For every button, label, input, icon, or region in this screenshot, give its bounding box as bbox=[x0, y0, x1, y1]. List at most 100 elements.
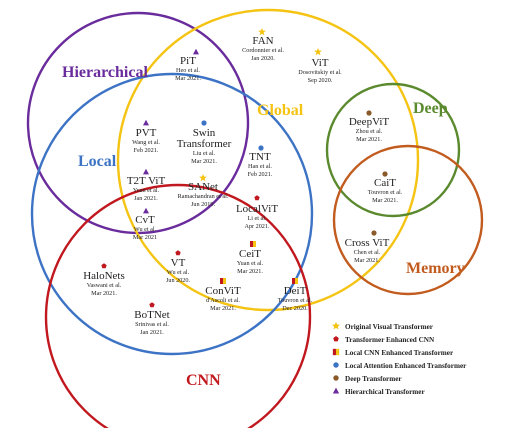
model-citation: Mar 2021. bbox=[175, 75, 201, 82]
model-name: HaloNets bbox=[83, 270, 125, 282]
model-name: BoTNet bbox=[134, 309, 169, 321]
model-citation: Feb 2021. bbox=[248, 171, 273, 178]
model-citation: Dosovitskiy et al. bbox=[298, 69, 342, 76]
star-marker bbox=[258, 28, 266, 36]
model-citation: Jun 2020. bbox=[166, 277, 191, 284]
model-citation: Yuan et al. bbox=[133, 187, 160, 194]
legend-label: Local CNN Enhanced Transformer bbox=[345, 349, 454, 357]
model-name: DeiT bbox=[284, 285, 307, 297]
star-marker bbox=[332, 321, 340, 330]
model-citation: Jan 2021. bbox=[140, 329, 164, 336]
brown-dot-marker bbox=[333, 375, 339, 381]
pentagon-marker bbox=[175, 250, 181, 256]
model-name: Transformer bbox=[177, 138, 232, 150]
model-citation: Srinivas et al. bbox=[135, 321, 169, 328]
dot-marker bbox=[201, 120, 207, 126]
model-citation: Jan 2021. bbox=[134, 195, 158, 202]
legend-label: Hierarchical Transformer bbox=[345, 388, 425, 396]
model-citation: Jun 2019. bbox=[191, 201, 216, 208]
brown-dot-marker bbox=[382, 171, 388, 177]
legend: Original Visual Transformer Transformer E… bbox=[332, 321, 467, 396]
model-citation: Zhou et al. bbox=[356, 128, 383, 135]
model-citation: Touvron et al. bbox=[278, 297, 313, 304]
model-name: PVT bbox=[136, 127, 157, 139]
square-marker bbox=[250, 241, 256, 247]
model-name: LocalViT bbox=[236, 203, 278, 215]
triangle-marker bbox=[332, 387, 340, 394]
deep-circle bbox=[325, 82, 461, 218]
brown-dot-marker bbox=[366, 110, 372, 116]
legend-item: Transformer Enhanced CNN bbox=[333, 336, 435, 344]
triangle-marker bbox=[143, 119, 149, 126]
model-name: ConViT bbox=[205, 285, 241, 297]
triangle-marker bbox=[143, 168, 149, 175]
local-circle bbox=[30, 72, 314, 356]
model-citation: Li et al. bbox=[247, 215, 267, 222]
model-name: TNT bbox=[249, 151, 271, 163]
model-citation: Dec 2020. bbox=[282, 305, 308, 312]
model-name: SANet bbox=[188, 181, 218, 193]
model-name: DeepViT bbox=[349, 116, 390, 128]
model-citation: Wang et al. bbox=[132, 139, 160, 146]
cnn-circle bbox=[44, 183, 312, 428]
memory-label: Memory bbox=[406, 260, 465, 277]
model-name: VT bbox=[171, 257, 186, 269]
model-citation: Heo et al. bbox=[176, 67, 200, 74]
model-name: Cross ViT bbox=[345, 237, 390, 249]
model-citation: Vaswani et al. bbox=[87, 282, 122, 289]
legend-label: Deep Transformer bbox=[345, 375, 402, 383]
model-citation: Liu et al. bbox=[193, 150, 216, 157]
pentagon-marker bbox=[333, 336, 339, 342]
square-marker bbox=[292, 278, 298, 284]
square-marker bbox=[220, 278, 226, 284]
model-citation: d'Ascoli et al. bbox=[206, 297, 240, 304]
model-name: FAN bbox=[252, 35, 273, 47]
model-citation: Sep 2020. bbox=[308, 77, 333, 84]
dot-marker bbox=[333, 362, 339, 368]
model-citation: Mar 2021. bbox=[372, 197, 398, 204]
dot-marker bbox=[258, 145, 264, 151]
model-name: Swin bbox=[193, 127, 216, 139]
model-citation: Touvron et al. bbox=[368, 189, 403, 196]
triangle-marker bbox=[193, 48, 199, 55]
brown-dot-marker bbox=[371, 230, 377, 236]
legend-label: Transformer Enhanced CNN bbox=[345, 336, 435, 344]
legend-label: Local Attention Enhanced Transformer bbox=[345, 362, 467, 370]
pentagon-marker bbox=[254, 195, 260, 201]
model-citation: Feb 2021. bbox=[134, 147, 159, 154]
star-marker bbox=[199, 174, 207, 182]
legend-item: Hierarchical Transformer bbox=[332, 387, 425, 396]
pentagon-marker bbox=[149, 302, 155, 308]
model-citation: Mar 2021. bbox=[237, 268, 263, 275]
cnn-label: CNN bbox=[186, 372, 221, 389]
legend-item: Local CNN Enhanced Transformer bbox=[332, 348, 454, 357]
pentagon-marker bbox=[101, 263, 107, 269]
legend-label: Original Visual Transformer bbox=[345, 323, 434, 331]
model-name: CvT bbox=[135, 214, 155, 226]
legend-item: Local Attention Enhanced Transformer bbox=[333, 362, 467, 370]
model-citation: Mar 2021. bbox=[191, 158, 217, 165]
model-name: CaiT bbox=[374, 177, 396, 189]
hierarchical-label: Hierarchical bbox=[62, 64, 148, 81]
model-citation: Cordonnier et al. bbox=[242, 47, 284, 54]
model-citation: Ramachandran et al. bbox=[178, 193, 229, 200]
global-circle bbox=[116, 8, 420, 312]
model-citation: Mar 2021. bbox=[91, 290, 117, 297]
deep-label: Deep bbox=[413, 100, 448, 117]
model-citation: Mar 2021. bbox=[210, 305, 236, 312]
model-name: ViT bbox=[311, 57, 328, 69]
